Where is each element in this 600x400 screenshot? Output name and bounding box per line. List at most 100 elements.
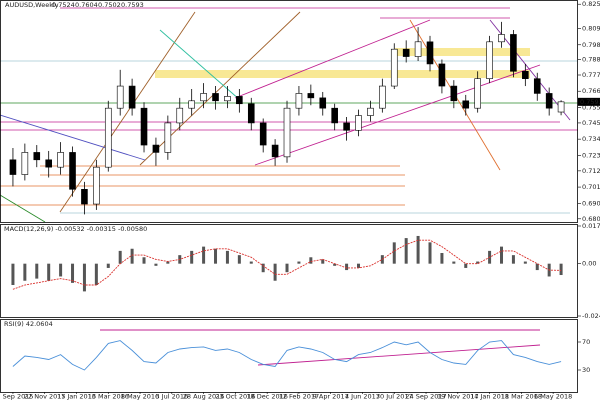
macd-bar (166, 261, 170, 264)
candle-body (152, 144, 160, 153)
macd-bar (511, 255, 515, 264)
candle-body (319, 97, 327, 109)
macd-title: MACD(12,26,9) -0.00532 -0.00315 -0.00580 (4, 225, 147, 233)
y-tick-label: 0.7555 (582, 103, 600, 111)
candle-body (498, 34, 505, 43)
macd-bar (559, 263, 563, 276)
x-tick-label: 27 Sep 2015 (0, 393, 34, 400)
candle-body (81, 188, 88, 205)
macd-bar (118, 250, 122, 264)
trend-line (234, 19, 431, 99)
x-tick-label: 18 Dec 2016 (246, 393, 288, 400)
x-tick-label: 9 Apr 2017 (313, 393, 349, 400)
macd-bar (345, 263, 349, 271)
y-tick-label: 0.01767 (582, 222, 600, 230)
candle-body (367, 107, 374, 116)
x-tick-label: 19 Nov 2017 (437, 393, 479, 400)
macd-bar (440, 253, 444, 264)
zone (395, 48, 530, 56)
chart-title: AUDUSD,Weekly (5, 1, 59, 9)
price-tag (578, 97, 600, 106)
candle-body (140, 107, 148, 146)
last-low: 0.7502 (98, 1, 121, 9)
candle-body (486, 41, 493, 79)
candle-body (557, 101, 565, 113)
x-tick-label: 24 Sep 2017 (405, 393, 446, 400)
macd-bar (500, 246, 504, 264)
macd-bar (297, 261, 301, 264)
macd-bar (23, 263, 27, 281)
x-tick-label: 12 Feb 2017 (279, 393, 319, 400)
macd-bar (452, 261, 456, 264)
candle-body (450, 85, 458, 102)
candle-body (116, 85, 124, 109)
candle-body (188, 100, 195, 109)
macd-bar (237, 255, 241, 264)
macd-bar (464, 263, 468, 268)
macd-bar (94, 263, 98, 285)
last-close: 0.7593 (121, 1, 144, 9)
y-tick-label: 0.8255 (582, 0, 600, 8)
candle-body (176, 107, 184, 124)
last-open: 0.7524 (52, 1, 75, 9)
candle-body (331, 107, 338, 124)
x-tick-label: 28 Aug 2016 (183, 393, 225, 400)
macd-bar (154, 263, 158, 266)
candle-body (259, 122, 267, 146)
series-line (12, 239, 562, 290)
macd-bar (404, 238, 408, 264)
trend-line (257, 344, 541, 366)
price-panel (0, 0, 578, 223)
x-tick-label: 6 May 2018 (534, 393, 572, 400)
price-tag-label: 0.7593 (580, 98, 600, 106)
x-tick-label: 23 Oct 2016 (215, 393, 255, 400)
candle-body (283, 107, 291, 158)
candle-body (212, 93, 219, 102)
x-tick-label: 8 May 2016 (121, 393, 159, 400)
candle-body (57, 152, 64, 168)
candle-body (200, 93, 207, 102)
macd-bar (309, 257, 313, 264)
candle-body (343, 122, 350, 131)
candle-body (533, 78, 541, 94)
candle-body (390, 48, 398, 87)
y-tick-label: 0.6905 (582, 199, 600, 207)
x-tick-label: 14 Jan 2018 (470, 393, 509, 400)
x-tick-label: 4 Jun 2017 (345, 393, 380, 400)
macd-bar (321, 259, 325, 264)
series-line (12, 340, 562, 371)
macd-bar (261, 263, 265, 273)
candle-body (128, 85, 136, 109)
candle-body (510, 34, 517, 72)
candle-body (522, 71, 529, 79)
x-tick-label: 30 Jul 2017 (376, 393, 413, 400)
candle-body (45, 159, 52, 168)
y-tick-label: 30 (582, 366, 590, 374)
candle-body (402, 48, 410, 57)
channel-line (59, 11, 196, 213)
macd-bar (71, 263, 75, 283)
y-tick-label: 70 (582, 338, 590, 346)
candle-body (164, 122, 172, 153)
candle-body (224, 96, 231, 102)
trend-line (159, 29, 241, 101)
macd-bar (35, 263, 39, 279)
macd-bar (225, 250, 229, 264)
trend-line (0, 114, 146, 161)
macd-bar (11, 263, 15, 285)
candle-body (271, 144, 279, 158)
macd-bar (82, 263, 86, 292)
trend-line (254, 64, 541, 166)
candle-body (69, 152, 76, 190)
macd-bar (273, 263, 277, 281)
macd-bar (285, 263, 289, 273)
candle-body (426, 41, 434, 65)
macd-bar (523, 261, 527, 264)
x-tick-label: 22 Nov 2015 (24, 393, 66, 400)
x-tick-label: 3 Jul 2016 (155, 393, 188, 400)
